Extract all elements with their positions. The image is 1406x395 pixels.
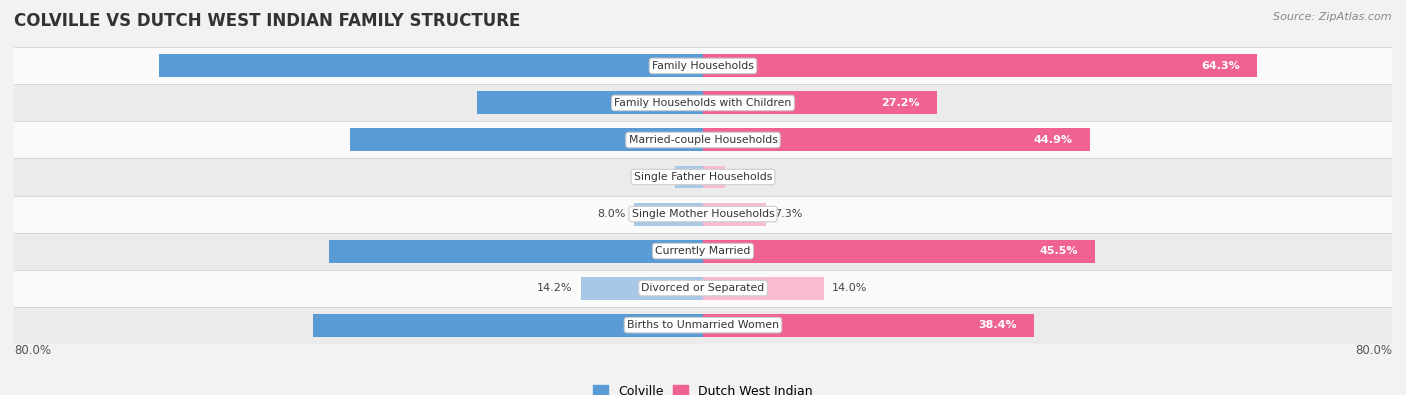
Bar bbox=[14, 269, 1392, 307]
Text: 45.5%: 45.5% bbox=[1039, 246, 1077, 256]
Text: 27.2%: 27.2% bbox=[882, 98, 920, 108]
Bar bbox=[14, 158, 1392, 196]
Text: Source: ZipAtlas.com: Source: ZipAtlas.com bbox=[1274, 12, 1392, 22]
Bar bbox=[14, 47, 1392, 85]
Bar bbox=[634, 203, 703, 226]
Bar bbox=[703, 166, 725, 188]
Text: Divorced or Separated: Divorced or Separated bbox=[641, 283, 765, 293]
Bar bbox=[703, 128, 1090, 151]
Text: 80.0%: 80.0% bbox=[1355, 344, 1392, 357]
Text: 7.3%: 7.3% bbox=[775, 209, 803, 219]
Text: Currently Married: Currently Married bbox=[655, 246, 751, 256]
Bar bbox=[159, 55, 703, 77]
Bar bbox=[14, 196, 1392, 233]
Bar bbox=[703, 240, 1095, 263]
Bar bbox=[675, 166, 703, 188]
Bar bbox=[703, 92, 938, 115]
Text: Births to Unmarried Women: Births to Unmarried Women bbox=[627, 320, 779, 330]
Bar bbox=[350, 128, 703, 151]
Text: 8.0%: 8.0% bbox=[598, 209, 626, 219]
Text: 44.9%: 44.9% bbox=[1033, 135, 1073, 145]
Text: 14.0%: 14.0% bbox=[832, 283, 868, 293]
Text: 63.2%: 63.2% bbox=[686, 61, 724, 71]
Bar bbox=[14, 85, 1392, 121]
Text: Single Mother Households: Single Mother Households bbox=[631, 209, 775, 219]
Text: COLVILLE VS DUTCH WEST INDIAN FAMILY STRUCTURE: COLVILLE VS DUTCH WEST INDIAN FAMILY STR… bbox=[14, 12, 520, 30]
Text: 3.3%: 3.3% bbox=[638, 172, 666, 182]
Bar bbox=[703, 203, 766, 226]
Text: 64.3%: 64.3% bbox=[1201, 61, 1240, 71]
Text: 41.0%: 41.0% bbox=[686, 135, 724, 145]
Text: 45.3%: 45.3% bbox=[686, 320, 724, 330]
Text: 2.6%: 2.6% bbox=[734, 172, 762, 182]
Text: 80.0%: 80.0% bbox=[14, 344, 51, 357]
Text: Married-couple Households: Married-couple Households bbox=[628, 135, 778, 145]
Text: Single Father Households: Single Father Households bbox=[634, 172, 772, 182]
Text: 38.4%: 38.4% bbox=[977, 320, 1017, 330]
Text: 43.4%: 43.4% bbox=[686, 246, 724, 256]
Text: Family Households with Children: Family Households with Children bbox=[614, 98, 792, 108]
Bar bbox=[581, 276, 703, 299]
Text: Family Households: Family Households bbox=[652, 61, 754, 71]
Bar bbox=[478, 92, 703, 115]
Bar bbox=[703, 314, 1033, 337]
Text: 14.2%: 14.2% bbox=[537, 283, 572, 293]
Bar bbox=[14, 233, 1392, 269]
Bar bbox=[703, 55, 1257, 77]
Bar bbox=[314, 314, 703, 337]
Bar bbox=[14, 121, 1392, 158]
Bar bbox=[14, 307, 1392, 344]
Bar bbox=[329, 240, 703, 263]
Legend: Colville, Dutch West Indian: Colville, Dutch West Indian bbox=[588, 380, 818, 395]
Text: 26.2%: 26.2% bbox=[686, 98, 724, 108]
Bar bbox=[703, 276, 824, 299]
